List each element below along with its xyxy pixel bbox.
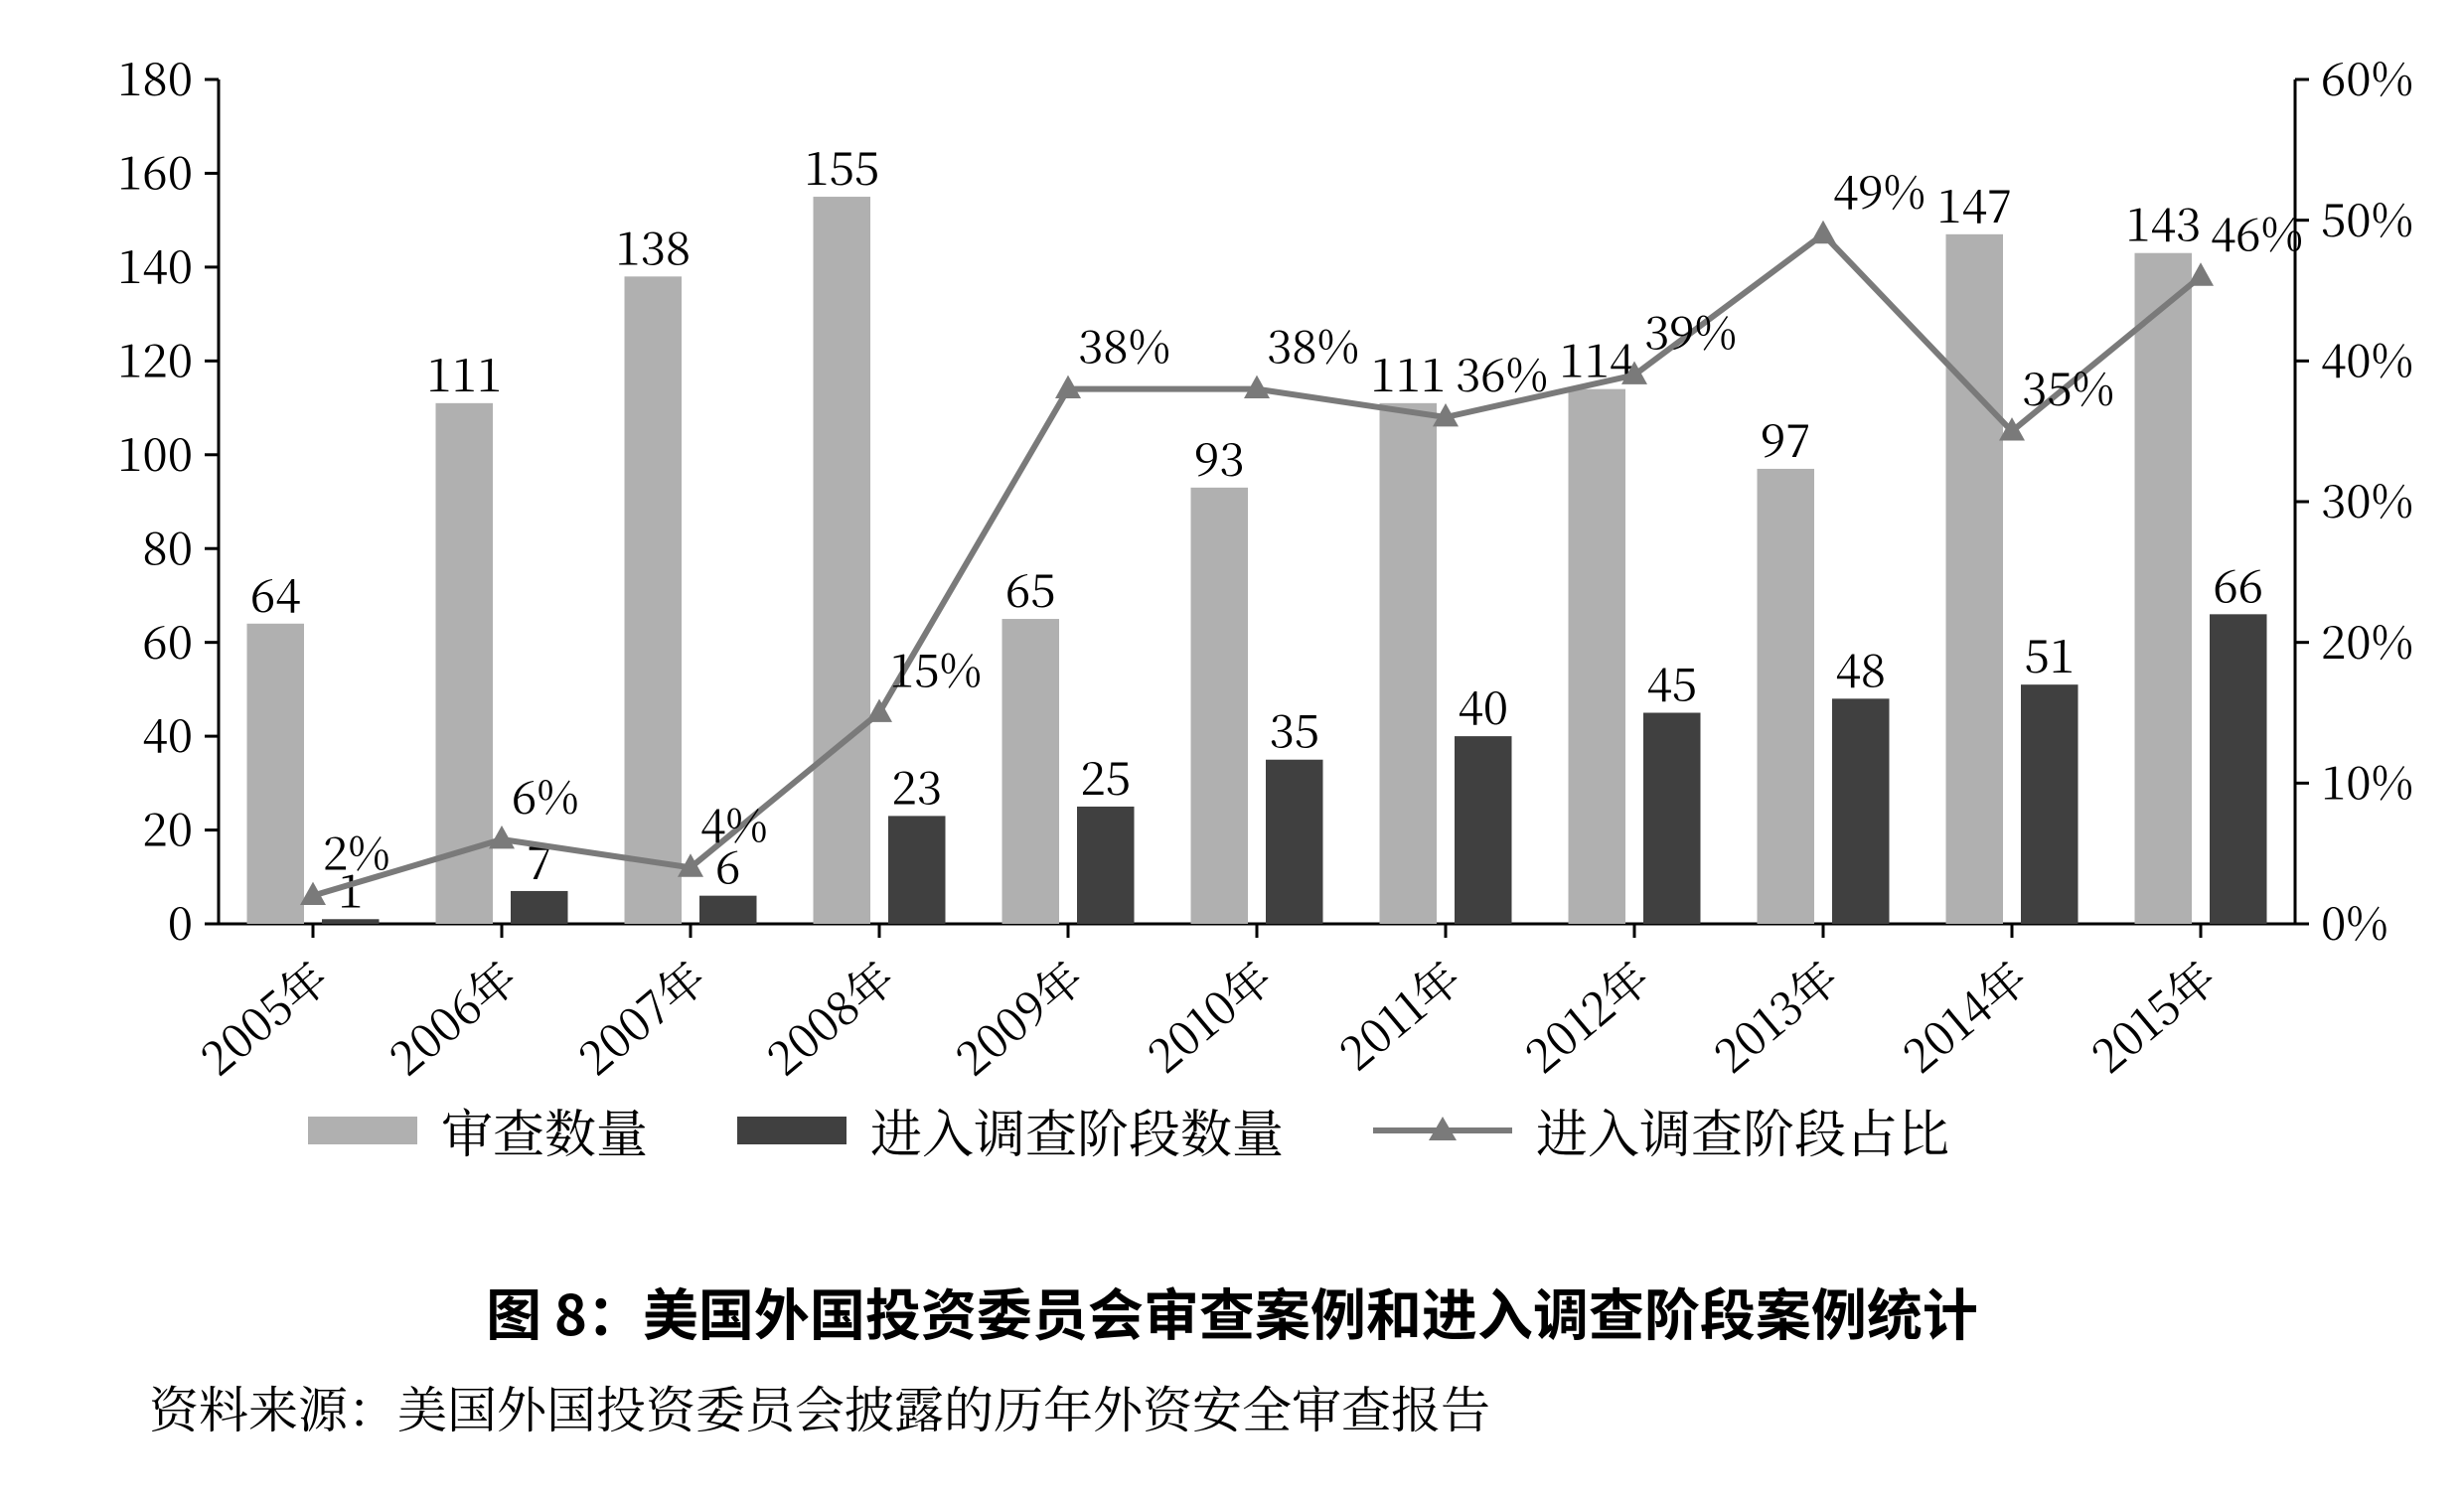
- svg-text:36%: 36%: [1456, 340, 1548, 405]
- svg-text:2%: 2%: [323, 819, 390, 884]
- svg-text:155: 155: [804, 133, 879, 199]
- svg-text:25: 25: [1080, 743, 1131, 809]
- svg-text:46%: 46%: [2211, 199, 2303, 264]
- svg-text:143: 143: [2125, 190, 2201, 255]
- legend-item-ratio: 进入调查阶段占比: [1373, 1093, 1949, 1167]
- svg-text:10%: 10%: [2321, 747, 2413, 813]
- svg-text:40%: 40%: [2321, 325, 2413, 390]
- svg-text:2005年: 2005年: [185, 944, 340, 1089]
- bar-investigation-count: [511, 891, 568, 924]
- svg-text:2011年: 2011年: [1324, 944, 1473, 1084]
- legend: 审查数量 进入调查阶段数量 进入调查阶段占比: [308, 1093, 1949, 1167]
- chart-figure: 0 20 40 60 80 100 120 140 160 180 0% 10% 20% 30% 40% 50…: [0, 0, 2464, 1502]
- svg-text:35: 35: [1269, 696, 1319, 762]
- bar-investigation-count: [2210, 614, 2267, 924]
- svg-text:23: 23: [891, 752, 942, 818]
- bar-review-count: [2135, 253, 2193, 924]
- triangle-marker-icon: [1810, 221, 1836, 243]
- svg-text:2008年: 2008年: [751, 944, 906, 1089]
- bar-investigation-count: [699, 896, 757, 924]
- bar-investigation-count: [1266, 760, 1323, 924]
- legend-label: 进入调查阶段数量: [870, 1093, 1284, 1167]
- svg-text:97: 97: [1761, 405, 1811, 471]
- svg-text:20: 20: [142, 795, 193, 860]
- svg-text:0: 0: [168, 888, 193, 954]
- legend-label: 进入调查阶段占比: [1536, 1093, 1949, 1167]
- bar-investigation-count: [1077, 807, 1135, 924]
- bar-investigation-count: [888, 816, 946, 924]
- bar-review-count: [1569, 389, 1626, 924]
- svg-text:64: 64: [250, 560, 301, 626]
- legend-line-icon: [1373, 1112, 1512, 1149]
- svg-text:60: 60: [142, 607, 193, 673]
- svg-text:45: 45: [1646, 650, 1697, 715]
- line-investigation-ratio: [313, 234, 2201, 896]
- svg-text:180: 180: [117, 44, 193, 109]
- svg-text:120: 120: [117, 325, 193, 390]
- figure-source: 资料来源：美国外国投资委员会披露的历年外资安全审查报告: [149, 1371, 1490, 1442]
- svg-text:40: 40: [1458, 673, 1508, 738]
- svg-text:2012年: 2012年: [1510, 944, 1662, 1087]
- legend-swatch-icon: [737, 1117, 847, 1144]
- legend-item-investigation: 进入调查阶段数量: [737, 1093, 1284, 1167]
- bar-review-count: [1946, 234, 2004, 924]
- svg-text:160: 160: [117, 138, 193, 204]
- svg-text:39%: 39%: [1644, 298, 1737, 364]
- svg-text:15%: 15%: [889, 636, 982, 701]
- svg-text:2010年: 2010年: [1133, 944, 1285, 1086]
- bar-review-count: [247, 624, 305, 924]
- svg-text:0%: 0%: [2321, 888, 2388, 954]
- bar-investigation-count: [1455, 736, 1512, 924]
- svg-text:111: 111: [426, 340, 502, 405]
- svg-text:35%: 35%: [2022, 354, 2114, 419]
- bar-investigation-count: [2021, 684, 2079, 924]
- svg-text:6%: 6%: [512, 762, 579, 827]
- bar-investigation-count: [1643, 713, 1701, 925]
- svg-text:2014年: 2014年: [1888, 944, 2040, 1086]
- bar-review-count: [1191, 488, 1249, 924]
- svg-text:38%: 38%: [1078, 312, 1170, 377]
- svg-text:147: 147: [1936, 171, 2012, 236]
- svg-text:20%: 20%: [2321, 607, 2413, 673]
- legend-item-review: 审查数量: [308, 1093, 648, 1167]
- svg-text:138: 138: [615, 213, 691, 278]
- svg-text:2009年: 2009年: [940, 944, 1095, 1089]
- svg-text:93: 93: [1194, 424, 1245, 490]
- svg-text:2013年: 2013年: [1699, 944, 1851, 1086]
- bar-review-count: [814, 197, 871, 924]
- bar-review-count: [1380, 403, 1438, 924]
- figure-caption: 图 8：美国外国投资委员会审查案例和进入调查阶段案例统计: [0, 1272, 2464, 1352]
- bar-review-count: [625, 276, 683, 924]
- svg-text:65: 65: [1005, 555, 1056, 621]
- svg-text:49%: 49%: [1833, 157, 1925, 223]
- bar-investigation-count: [1832, 698, 1890, 924]
- svg-text:2007年: 2007年: [563, 944, 718, 1089]
- svg-text:50%: 50%: [2321, 185, 2413, 250]
- svg-text:111: 111: [1370, 340, 1446, 405]
- legend-label: 审查数量: [441, 1093, 648, 1167]
- svg-text:140: 140: [117, 231, 193, 297]
- svg-text:48: 48: [1835, 635, 1886, 700]
- svg-text:66: 66: [2213, 550, 2263, 616]
- svg-text:100: 100: [117, 419, 193, 485]
- svg-text:60%: 60%: [2321, 44, 2413, 109]
- svg-text:80: 80: [142, 513, 193, 578]
- svg-text:40: 40: [142, 700, 193, 766]
- svg-text:51: 51: [2024, 621, 2075, 686]
- svg-text:30%: 30%: [2321, 466, 2413, 531]
- svg-text:2006年: 2006年: [374, 944, 529, 1089]
- svg-text:38%: 38%: [1267, 312, 1359, 377]
- bar-review-count: [1758, 469, 1815, 924]
- svg-text:4%: 4%: [700, 790, 768, 855]
- bar-review-count: [1002, 619, 1060, 924]
- svg-text:7: 7: [527, 827, 551, 893]
- legend-swatch-icon: [308, 1117, 417, 1144]
- svg-text:2015年: 2015年: [2077, 944, 2229, 1087]
